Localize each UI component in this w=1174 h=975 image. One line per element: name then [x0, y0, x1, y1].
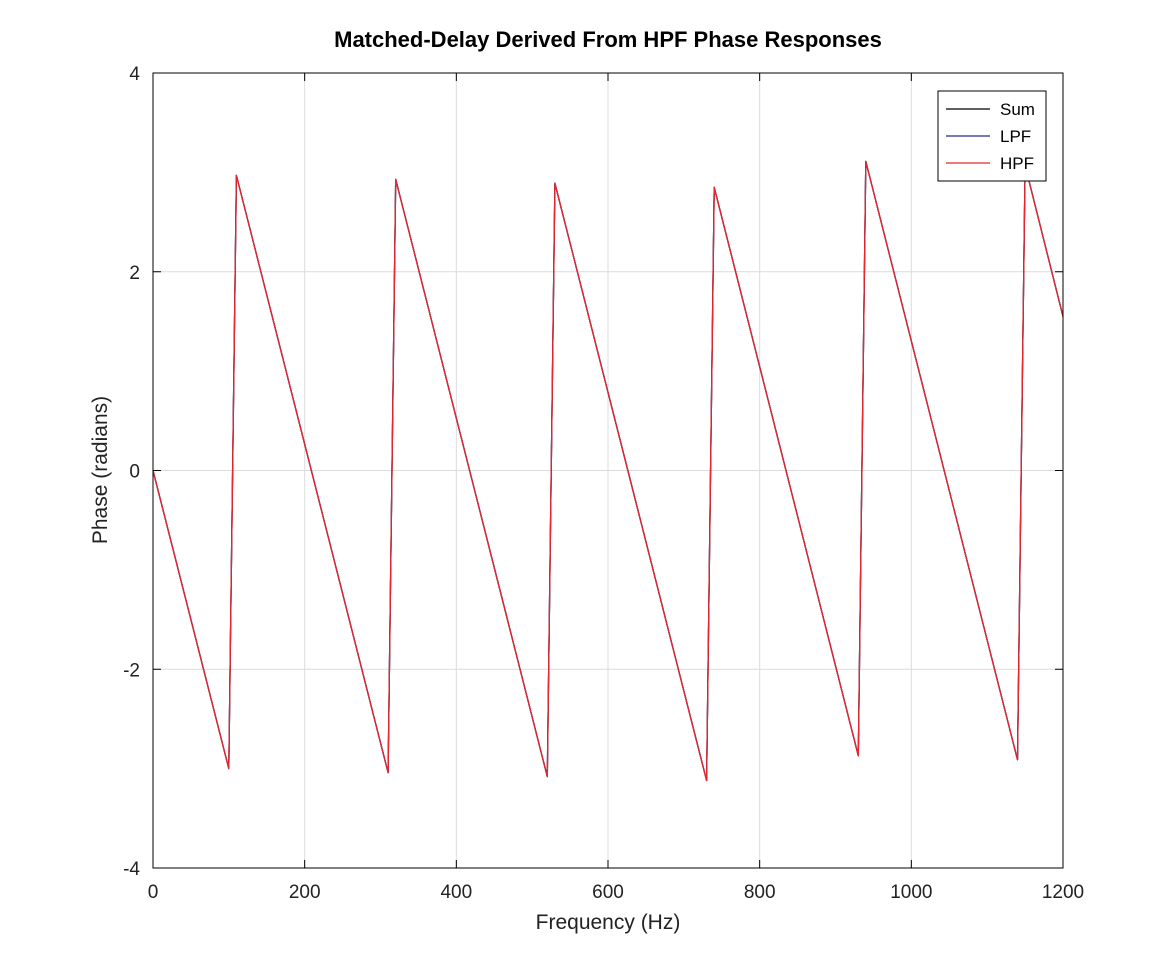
y-tick-label: 2	[129, 263, 140, 284]
x-tick-label: 800	[744, 882, 776, 903]
y-tick-label: -2	[123, 660, 140, 681]
y-tick-label: 0	[129, 462, 140, 483]
x-tick-label: 1000	[890, 882, 932, 903]
y-axis-label: Phase (radians)	[89, 396, 112, 544]
x-axis-label: Frequency (Hz)	[536, 911, 681, 934]
legend-label-sum: Sum	[1000, 100, 1035, 119]
series-lines	[152, 160, 1064, 782]
x-tick-label: 600	[592, 882, 624, 903]
grid-lines	[152, 72, 1064, 869]
legend-label-lpf: LPF	[1000, 127, 1031, 146]
y-tick-label: -4	[123, 859, 140, 880]
legend: Sum LPF HPF	[937, 90, 1047, 182]
series-line-hpf	[152, 160, 1064, 782]
chart-title: Matched-Delay Derived From HPF Phase Res…	[334, 27, 882, 52]
y-tick-label: 4	[129, 64, 140, 85]
x-tick-label: 1200	[1042, 882, 1084, 903]
x-tick-label: 400	[440, 882, 472, 903]
axis-ticks: 0 200 400 600 800 1000 1200 -4 -2 0 2 4	[123, 64, 1084, 903]
legend-label-hpf: HPF	[1000, 154, 1034, 173]
x-tick-label: 0	[148, 882, 159, 903]
x-tick-label: 200	[289, 882, 321, 903]
